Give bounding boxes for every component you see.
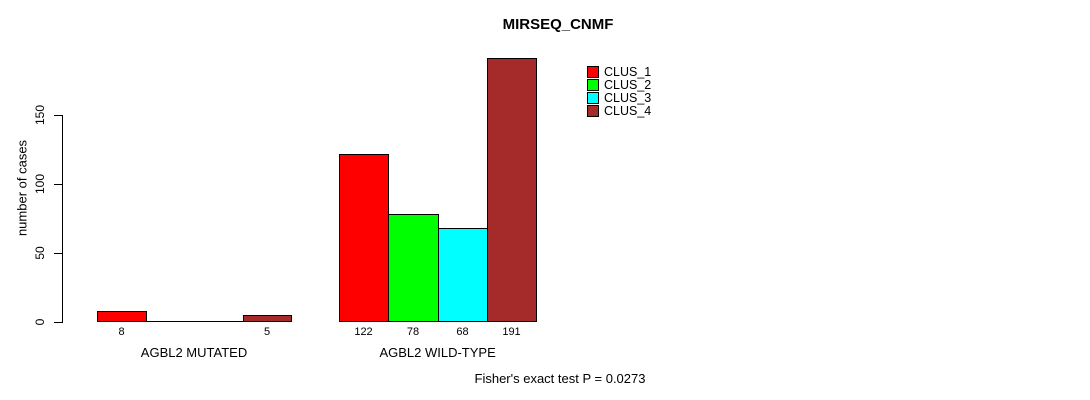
legend-item-clus-2: CLUS_2: [587, 79, 651, 91]
bar-clus-4-agbl2-wild-type: [487, 58, 537, 322]
bar-clus-1-agbl2-mutated: [97, 311, 147, 322]
legend-swatch-clus-2: [587, 79, 599, 91]
legend-label-clus-4: CLUS_4: [604, 104, 652, 118]
legend-label-clus-3: CLUS_3: [604, 91, 652, 105]
y-axis-line: [62, 115, 63, 323]
x-category-label-agbl2-wild-type: AGBL2 WILD-TYPE: [379, 345, 496, 360]
legend-swatch-clus-1: [587, 66, 599, 78]
bar-value-label: 191: [502, 326, 521, 338]
legend-item-clus-1: CLUS_1: [587, 66, 651, 78]
fisher-test-annotation: Fisher's exact test P = 0.0273: [474, 371, 646, 386]
bar-value-label: 8: [118, 326, 125, 338]
bar-clus-2-agbl2-wild-type: [388, 214, 439, 322]
y-axis-tick: [54, 115, 62, 116]
chart-title: MIRSEQ_CNMF: [502, 16, 614, 33]
legend-label-clus-1: CLUS_1: [604, 65, 652, 79]
legend-item-clus-4: CLUS_4: [587, 105, 651, 117]
x-category-label-agbl2-mutated: AGBL2 MUTATED: [140, 345, 248, 360]
y-axis-tick: [54, 253, 62, 254]
y-axis-tick-label: 0: [33, 318, 47, 326]
bar-clus-3-agbl2-mutated: [194, 321, 244, 322]
y-axis-label: number of cases: [14, 139, 30, 237]
legend-swatch-clus-3: [587, 92, 599, 104]
bar-value-label: 5: [263, 326, 271, 338]
bar-clus-3-agbl2-wild-type: [438, 228, 488, 322]
bar-value-label: 78: [406, 326, 420, 338]
y-axis-tick-label: 100: [33, 173, 47, 195]
y-axis-tick-label: 150: [33, 104, 47, 126]
legend-item-clus-3: CLUS_3: [587, 92, 651, 104]
bar-clus-1-agbl2-wild-type: [339, 154, 389, 322]
bar-clus-4-agbl2-mutated: [243, 315, 292, 322]
bar-clus-2-agbl2-mutated: [146, 321, 195, 322]
legend-swatch-clus-4: [587, 105, 599, 117]
y-axis-tick: [54, 184, 62, 185]
y-axis-tick-label: 50: [33, 246, 47, 260]
bar-value-label: 122: [354, 326, 373, 338]
legend-label-clus-2: CLUS_2: [604, 78, 652, 92]
y-axis-tick: [54, 322, 62, 323]
bar-value-label: 68: [456, 326, 469, 338]
